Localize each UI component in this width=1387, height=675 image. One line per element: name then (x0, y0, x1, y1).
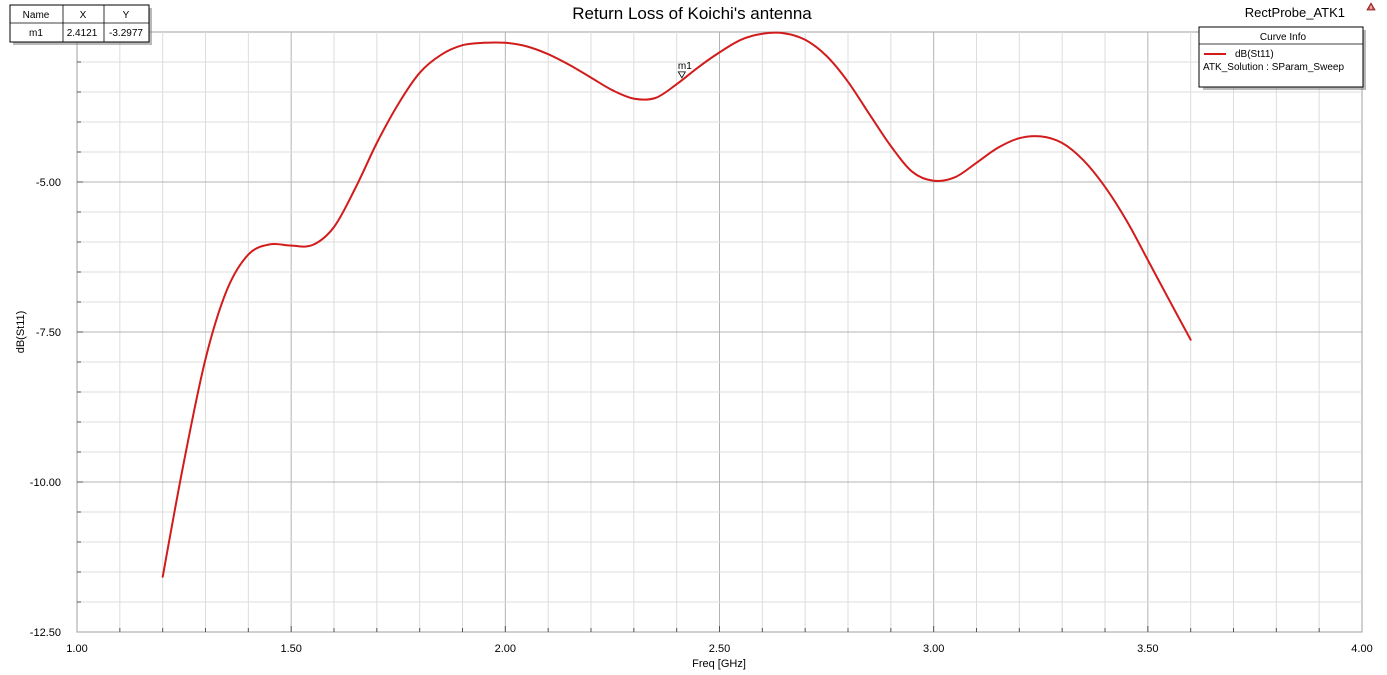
marker-table[interactable]: Name X Y m1 2.4121 -3.2977 (9, 4, 152, 45)
marker-table-cell-x: 2.4121 (67, 28, 98, 39)
marker-label: m1 (678, 61, 692, 72)
y-axis-title: dB(St11) (15, 311, 27, 354)
grid (77, 32, 1362, 632)
legend-title: Curve Info (1260, 32, 1307, 43)
x-tick-label: 3.00 (923, 643, 944, 655)
project-title: RectProbe_ATK1 (1245, 5, 1345, 20)
chart-title: Return Loss of Koichi's antenna (572, 4, 812, 23)
x-tick-labels: 1.00 1.50 2.00 2.50 3.00 3.50 4.00 (66, 643, 1372, 655)
marker-table-header-x: X (80, 10, 87, 21)
legend-curve-info[interactable]: Curve Info dB(St11) ATK_Solution : SPara… (1198, 26, 1366, 90)
y-tick-label: -10.00 (30, 477, 61, 489)
x-tick-label: 3.50 (1137, 643, 1158, 655)
x-tick-label: 1.00 (66, 643, 87, 655)
axis-ticks (77, 61, 1320, 632)
marker-table-cell-y: -3.2977 (109, 28, 143, 39)
marker-table-header-y: Y (123, 10, 130, 21)
y-tick-label: -12.50 (30, 627, 61, 639)
y-tick-labels: -12.50 -10.00 -7.50 -5.00 (30, 177, 61, 639)
y-tick-label: -5.00 (36, 177, 61, 189)
series-group (161, 31, 1192, 578)
x-axis-title: Freq [GHz] (692, 658, 746, 670)
x-tick-label: 4.00 (1351, 643, 1372, 655)
legend-solution-label: ATK_Solution : SParam_Sweep (1203, 62, 1344, 73)
project-icon[interactable] (1366, 2, 1376, 11)
series-line-dB-St11[interactable] (161, 31, 1192, 578)
x-tick-label: 1.50 (280, 643, 301, 655)
marker-triangle-icon (677, 71, 687, 79)
marker-table-header-name: Name (23, 10, 50, 21)
x-tick-label: 2.00 (495, 643, 516, 655)
marker-table-cell-name: m1 (29, 28, 43, 39)
legend-trace-label: dB(St11) (1235, 49, 1274, 60)
x-tick-label: 2.50 (709, 643, 730, 655)
y-tick-label: -7.50 (36, 327, 61, 339)
marker-m1[interactable]: m1 (677, 61, 692, 79)
